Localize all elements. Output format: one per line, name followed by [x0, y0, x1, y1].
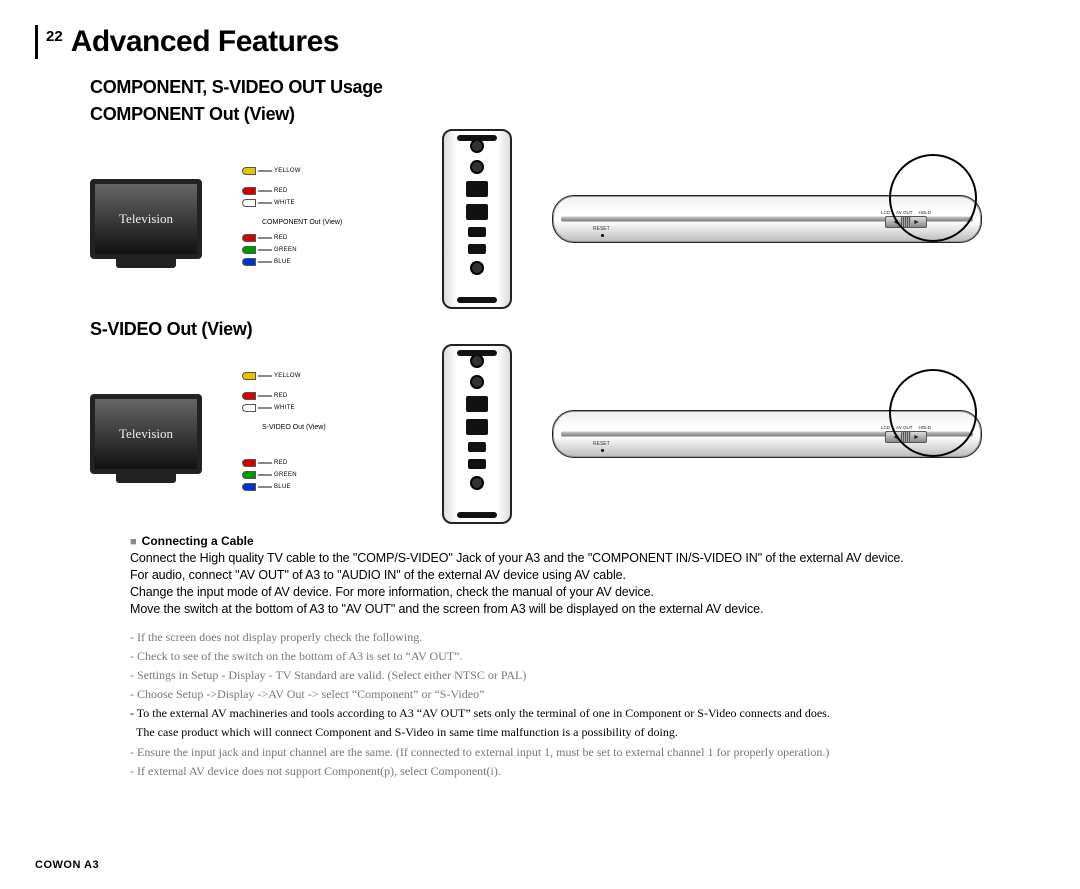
port-jack: [470, 375, 484, 389]
note-line: - If the screen does not display properl…: [130, 628, 1045, 647]
instructions-body: Connect the High quality TV cable to the…: [130, 550, 1045, 618]
mid-label-svideo: S-VIDEO Out (View): [262, 424, 402, 431]
svideo-diagram-row: Television YELLOW RED WHITE S-VIDEO Out …: [90, 344, 1045, 524]
reset-hole-icon: [601, 234, 604, 237]
port-small: [468, 227, 486, 237]
magnify-circle-icon: [889, 154, 977, 242]
cable-red-video: RED: [242, 232, 402, 244]
cable-group-top: YELLOW: [242, 165, 402, 177]
cable-red-video: RED: [242, 457, 402, 469]
port-dc: [470, 261, 484, 275]
page-title: Advanced Features: [71, 25, 339, 59]
reset-hole-icon: [601, 449, 604, 452]
notes-list: - If the screen does not display properl…: [130, 628, 1045, 782]
switch-label-lcd: LCD: [881, 425, 890, 430]
cable-blue: BLUE: [242, 481, 402, 493]
magnify-circle-icon: [889, 369, 977, 457]
note-line: The case product which will connect Comp…: [130, 723, 1045, 742]
note-line: - Check to see of the switch on the bott…: [130, 647, 1045, 666]
switch-label-lcd: LCD: [881, 210, 890, 215]
note-line: - Choose Setup ->Display ->AV Out -> sel…: [130, 685, 1045, 704]
page-header: 22 Advanced Features: [35, 25, 1045, 59]
port-small: [468, 442, 486, 452]
port-usb: [466, 419, 488, 435]
cable-group-unused: RED GREEN BLUE: [242, 457, 402, 493]
port-usb: [466, 204, 488, 220]
port-small: [468, 244, 486, 254]
cable-red-audio: RED: [242, 185, 402, 197]
reset-label: RESET: [593, 226, 610, 232]
cable-stack-svideo: YELLOW RED WHITE S-VIDEO Out (View) RED …: [242, 369, 402, 499]
device-bottom-wrap: RESET LCD AV OUT HOLD ◄ ►: [552, 389, 982, 479]
note-line: - To the external AV machineries and too…: [130, 704, 1045, 723]
note-line: - If external AV device does not support…: [130, 762, 1045, 781]
device-bottom-wrap: RESET LCD AV OUT HOLD ◄ ►: [552, 174, 982, 264]
component-diagram-row: Television YELLOW RED WHITE COMPONENT Ou…: [90, 129, 1045, 309]
instructions-heading: Connecting a Cable: [130, 534, 1045, 548]
cable-stack-component: YELLOW RED WHITE COMPONENT Out (View) RE…: [242, 154, 402, 284]
note-line: - Ensure the input jack and input channe…: [130, 743, 1045, 762]
television-icon: Television: [90, 179, 202, 259]
cable-yellow: YELLOW: [242, 370, 402, 382]
port-usb: [466, 181, 488, 197]
cable-green: GREEN: [242, 244, 402, 256]
cable-group-audio: RED WHITE: [242, 390, 402, 414]
cable-group-top: YELLOW: [242, 370, 402, 382]
port-usb: [466, 396, 488, 412]
device-side-view: [442, 344, 512, 524]
device-side-view: [442, 129, 512, 309]
section-title: COMPONENT, S-VIDEO OUT Usage: [90, 77, 1045, 98]
port-jack: [470, 354, 484, 368]
cable-blue: BLUE: [242, 256, 402, 268]
television-icon: Television: [90, 394, 202, 474]
reset-label: RESET: [593, 441, 610, 447]
mid-label-component: COMPONENT Out (View): [262, 219, 402, 226]
tv-label: Television: [119, 426, 173, 442]
component-view-title: COMPONENT Out (View): [90, 104, 1045, 125]
svideo-view-title: S-VIDEO Out (View): [90, 319, 1045, 340]
cable-group-video: RED GREEN BLUE: [242, 232, 402, 268]
tv-label: Television: [119, 211, 173, 227]
cable-group-audio: RED WHITE: [242, 185, 402, 209]
footer-model: COWON A3: [35, 859, 99, 871]
cable-yellow: YELLOW: [242, 165, 402, 177]
cable-white: WHITE: [242, 197, 402, 209]
note-line: - Settings in Setup - Display - TV Stand…: [130, 666, 1045, 685]
port-jack: [470, 160, 484, 174]
cable-white: WHITE: [242, 402, 402, 414]
cable-green: GREEN: [242, 469, 402, 481]
port-jack: [470, 139, 484, 153]
page-number: 22: [46, 28, 63, 45]
port-small: [468, 459, 486, 469]
cable-red-audio: RED: [242, 390, 402, 402]
port-dc: [470, 476, 484, 490]
